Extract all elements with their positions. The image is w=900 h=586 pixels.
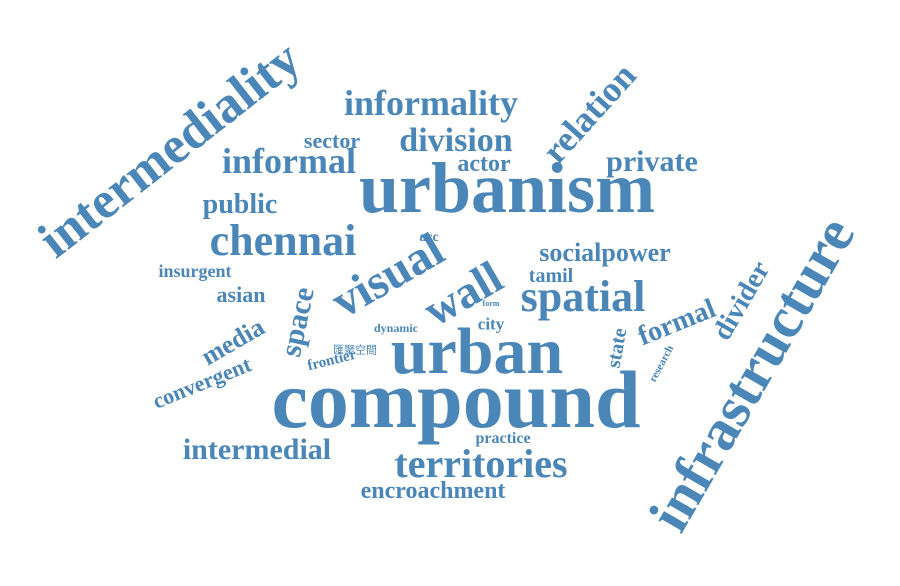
word-informal: informal (222, 141, 356, 181)
word-compound: compound (271, 354, 641, 445)
word-private: private (606, 145, 698, 178)
word-practice: practice (475, 430, 531, 447)
word-encroachment: encroachment (360, 478, 506, 504)
word-informality: informality (344, 83, 518, 123)
word-spatial: spatial (520, 272, 646, 321)
word-asian: asian (216, 282, 266, 307)
word-form: form (482, 299, 500, 308)
word-formal: formal (633, 293, 721, 353)
word-acc: acc (419, 230, 439, 245)
word-chinese-space: 匯聚空間 (333, 343, 377, 357)
word-actor: actor (457, 151, 511, 177)
word-territories: territories (394, 441, 568, 486)
word-socialpower: socialpower (539, 238, 671, 267)
word-urban: urban (390, 315, 564, 388)
word-dynamic: dynamic (373, 321, 419, 335)
word-division: division (399, 122, 513, 159)
word-research: research (646, 343, 677, 385)
word-public: public (202, 189, 278, 220)
word-tamil: tamil (528, 265, 574, 287)
word-urbanism: urbanism (358, 148, 656, 228)
word-sector: sector (303, 128, 361, 153)
word-intermedial: intermedial (182, 433, 332, 466)
word-chennai: chennai (209, 216, 357, 265)
word-insurgent: insurgent (158, 261, 232, 281)
word-space: space (274, 284, 321, 360)
word-convergent: convergent (148, 351, 255, 414)
word-city: city (477, 314, 505, 334)
